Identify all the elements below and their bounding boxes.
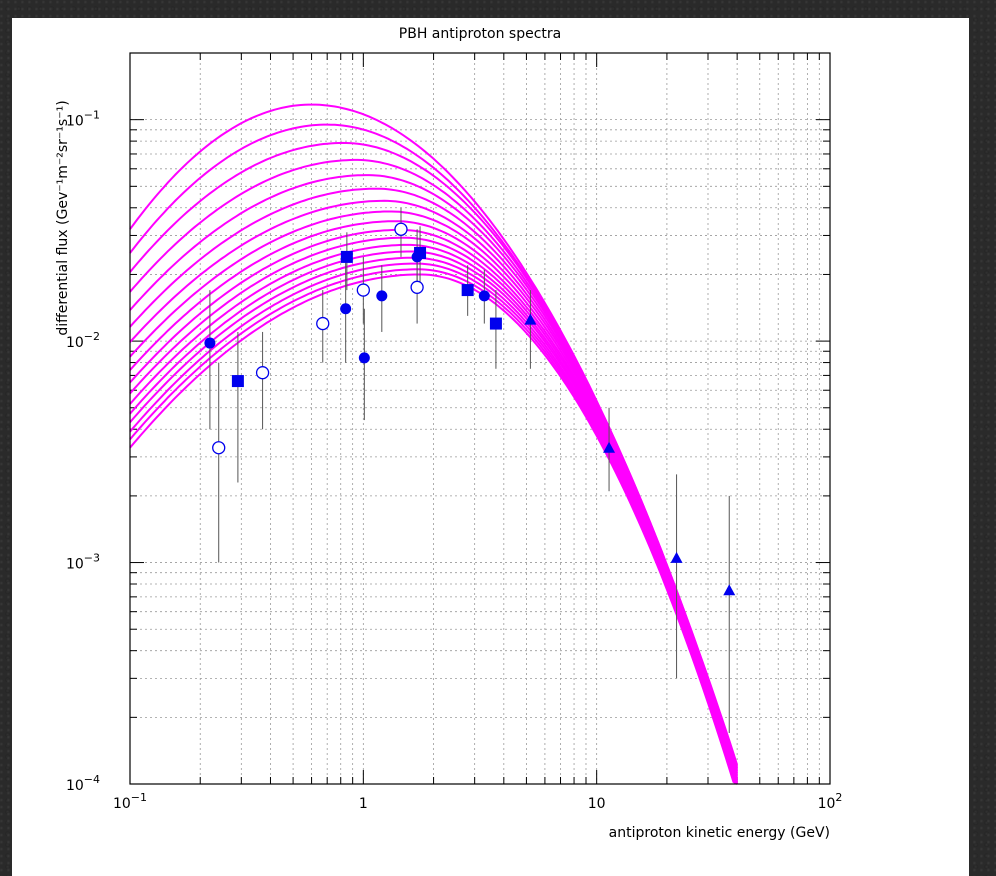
plot-frame	[129, 52, 831, 785]
data-point-filled-circle	[376, 290, 388, 302]
data-point-square	[231, 375, 244, 388]
data-point-triangle	[723, 584, 736, 596]
x-tick-label: 102	[818, 791, 843, 812]
x-tick-label: 10−1	[113, 791, 147, 812]
data-point-square	[489, 317, 502, 330]
pbh-curve	[129, 273, 738, 785]
data-point-open-circle	[410, 280, 424, 294]
data-point-triangle	[603, 441, 616, 453]
data-point-open-circle	[356, 283, 370, 297]
data-point-filled-circle	[358, 352, 370, 364]
pbh-curve	[129, 256, 739, 785]
x-axis-label: antiproton kinetic energy (GeV)	[609, 825, 830, 841]
y-tick-label: 10−1	[66, 109, 100, 130]
y-tick-label: 10−3	[66, 552, 100, 573]
data-point-open-circle	[212, 441, 226, 455]
y-axis-label: differential flux (Gev⁻¹m⁻²sr⁻¹s⁻¹)	[55, 100, 71, 335]
tick-labels: 10−1 1 10 102 10−4 10−3 10−2 10−1	[66, 109, 842, 812]
x-tick-label: 10	[588, 796, 606, 812]
pbh-curve	[129, 103, 739, 766]
y-tick-label: 10−4	[66, 773, 100, 794]
axis-ticks	[130, 52, 830, 785]
data-point-triangle	[524, 313, 537, 325]
chart-title: PBH antiproton spectra	[399, 26, 561, 42]
data-point-open-circle	[255, 366, 270, 380]
data-point-square	[461, 284, 474, 297]
pbh-curves	[129, 103, 739, 785]
grid-lines	[130, 52, 830, 784]
data-point-square	[340, 250, 353, 263]
data-point-filled-circle	[478, 290, 490, 302]
data-point-filled-circle	[340, 303, 352, 315]
data-point-filled-circle	[204, 337, 216, 349]
data-point-square	[414, 246, 427, 259]
data-markers	[204, 222, 736, 596]
chart-panel: PBH antiproton spectra differential flux…	[12, 18, 969, 876]
chart-svg: PBH antiproton spectra differential flux…	[55, 26, 842, 841]
data-point-open-circle	[316, 316, 330, 331]
data-point-triangle	[670, 551, 683, 563]
x-tick-label: 1	[359, 796, 368, 812]
data-point-open-circle	[394, 222, 408, 236]
y-tick-label: 10−2	[66, 330, 100, 351]
